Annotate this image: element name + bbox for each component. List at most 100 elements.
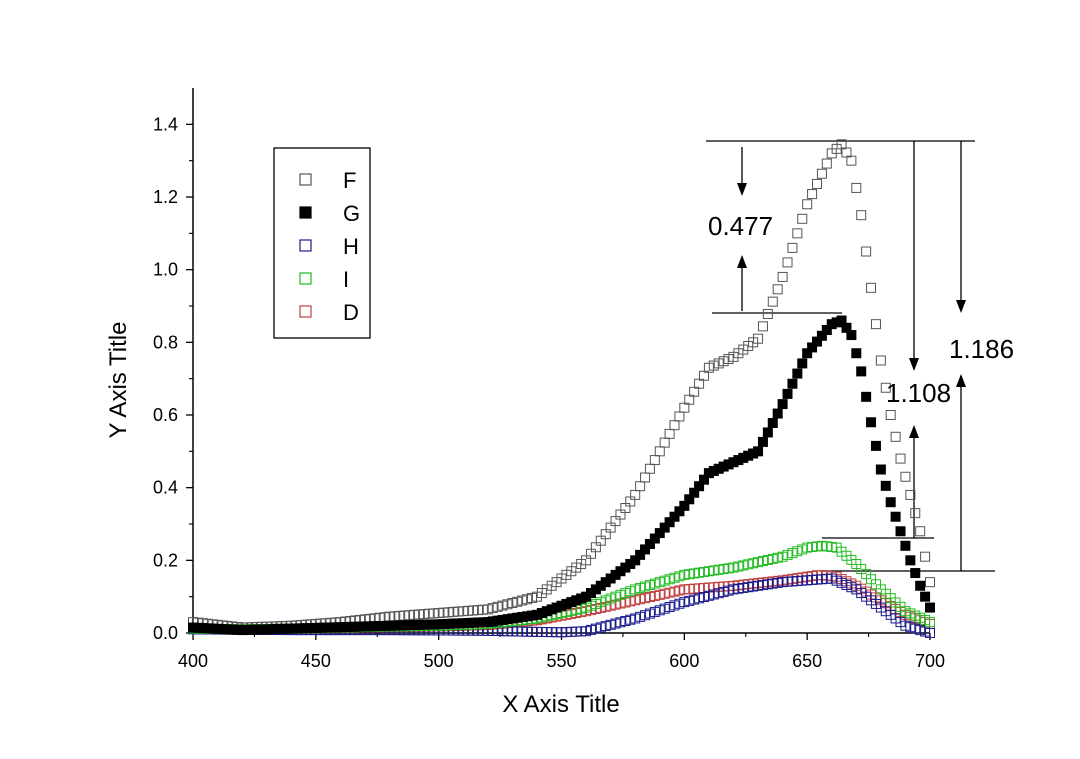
tick-labels: 400 450 500 550 600 650 700 0.0 0.2 0.4 0.6 0.8 1.0 1… — [153, 114, 945, 671]
series-F-point — [807, 189, 818, 200]
legend-label-G: G — [343, 201, 360, 226]
series-G-point — [777, 399, 788, 410]
series-F-point — [797, 213, 808, 224]
legend-marker-I — [299, 272, 312, 285]
series-G-point — [861, 391, 872, 402]
series-F-point — [782, 257, 793, 268]
legend-marker-H — [299, 239, 312, 252]
legend-label-I: I — [343, 267, 349, 292]
arrowhead-1108-up — [909, 425, 919, 438]
legend-marker-G — [299, 206, 312, 219]
y-tick-label: 0.0 — [153, 623, 178, 643]
legend-label-F: F — [343, 168, 356, 193]
series-G-point — [856, 366, 867, 377]
series-G-point — [866, 417, 877, 428]
series-G-point — [851, 348, 862, 359]
legend-box — [273, 147, 371, 339]
legend-label-H: H — [343, 234, 359, 259]
series-G-point — [905, 555, 916, 566]
series-F-point — [762, 308, 773, 319]
series-F-point — [851, 182, 862, 193]
series-F-point — [664, 428, 675, 439]
series-F-point — [910, 508, 921, 519]
arrowhead-1186-down — [956, 300, 966, 313]
x-tick-label: 700 — [915, 651, 945, 671]
arrowhead-0477-down — [737, 183, 747, 196]
series-G-point — [920, 591, 931, 602]
series-F-point — [920, 551, 931, 562]
x-tick-label: 500 — [424, 651, 454, 671]
annotations — [706, 140, 995, 572]
series-F-point — [669, 420, 680, 431]
series-G-point — [762, 427, 773, 438]
series-G-point — [900, 540, 911, 551]
series-F-point — [856, 210, 867, 221]
y-axis-title: Y Axis Title — [105, 322, 132, 439]
y-tick-label: 1.0 — [153, 260, 178, 280]
axis-ticks — [186, 123, 931, 640]
series-F-point — [890, 431, 901, 442]
series-F-point — [821, 158, 832, 169]
annotation-label-0477: 0.477 — [708, 211, 773, 241]
series-F-point — [880, 382, 891, 393]
series-G-point — [797, 358, 808, 369]
data-series — [188, 139, 935, 638]
series-G-point — [925, 602, 935, 613]
series-F-point — [875, 355, 886, 366]
series-F-point — [816, 168, 827, 179]
arrowhead-1186-up — [956, 374, 966, 387]
series-G-point — [772, 408, 783, 419]
series-G-point — [890, 511, 901, 522]
series-F-point — [659, 437, 670, 448]
series-G-point — [792, 368, 803, 379]
series-F-point — [649, 455, 660, 466]
arrowhead-0477-up — [737, 255, 747, 268]
series-F-point — [841, 147, 852, 158]
annotation-label-1186: 1.186 — [949, 334, 1014, 364]
series-F-point — [870, 319, 881, 330]
series-H-point — [925, 628, 935, 638]
legend-marker-F — [299, 173, 312, 186]
series-F-point — [640, 472, 651, 483]
series-F-point — [777, 271, 788, 282]
series-G-point — [787, 378, 798, 389]
series-F-point — [772, 284, 783, 295]
series-F-point — [767, 296, 778, 307]
arrowhead-1108-down — [909, 358, 919, 371]
series-G-point — [753, 446, 764, 457]
series-F-point — [885, 410, 896, 420]
series-F-point — [866, 282, 877, 293]
series-F-point — [895, 453, 906, 464]
series-F-point — [802, 199, 813, 210]
series-F-point — [861, 246, 872, 257]
series-G-point — [895, 526, 906, 537]
y-tick-label: 1.4 — [153, 114, 178, 134]
y-tick-label: 0.2 — [153, 550, 178, 570]
x-tick-label: 400 — [178, 651, 208, 671]
series-G-point — [880, 480, 891, 491]
series-F-point — [792, 228, 803, 239]
series-F-point — [900, 471, 911, 482]
series-G — [188, 315, 935, 636]
series-F-point — [654, 446, 665, 457]
y-tick-label: 0.6 — [153, 405, 178, 425]
series-G-point — [870, 440, 881, 451]
series-F-point — [811, 178, 822, 189]
series-F-point — [905, 489, 916, 500]
x-tick-label: 550 — [546, 651, 576, 671]
series-F-point — [635, 481, 646, 492]
series-G-point — [767, 417, 778, 428]
y-tick-label: 1.2 — [153, 187, 178, 207]
series-G-point — [915, 580, 926, 591]
series-G-point — [875, 464, 886, 475]
series-F-point — [644, 463, 655, 474]
series-F-point — [753, 333, 764, 344]
x-tick-label: 600 — [669, 651, 699, 671]
legend-label-D: D — [343, 300, 359, 325]
series-F-point — [846, 155, 857, 166]
series-G-point — [757, 436, 768, 447]
series-G-point — [782, 388, 793, 399]
series-F-point — [915, 526, 926, 537]
